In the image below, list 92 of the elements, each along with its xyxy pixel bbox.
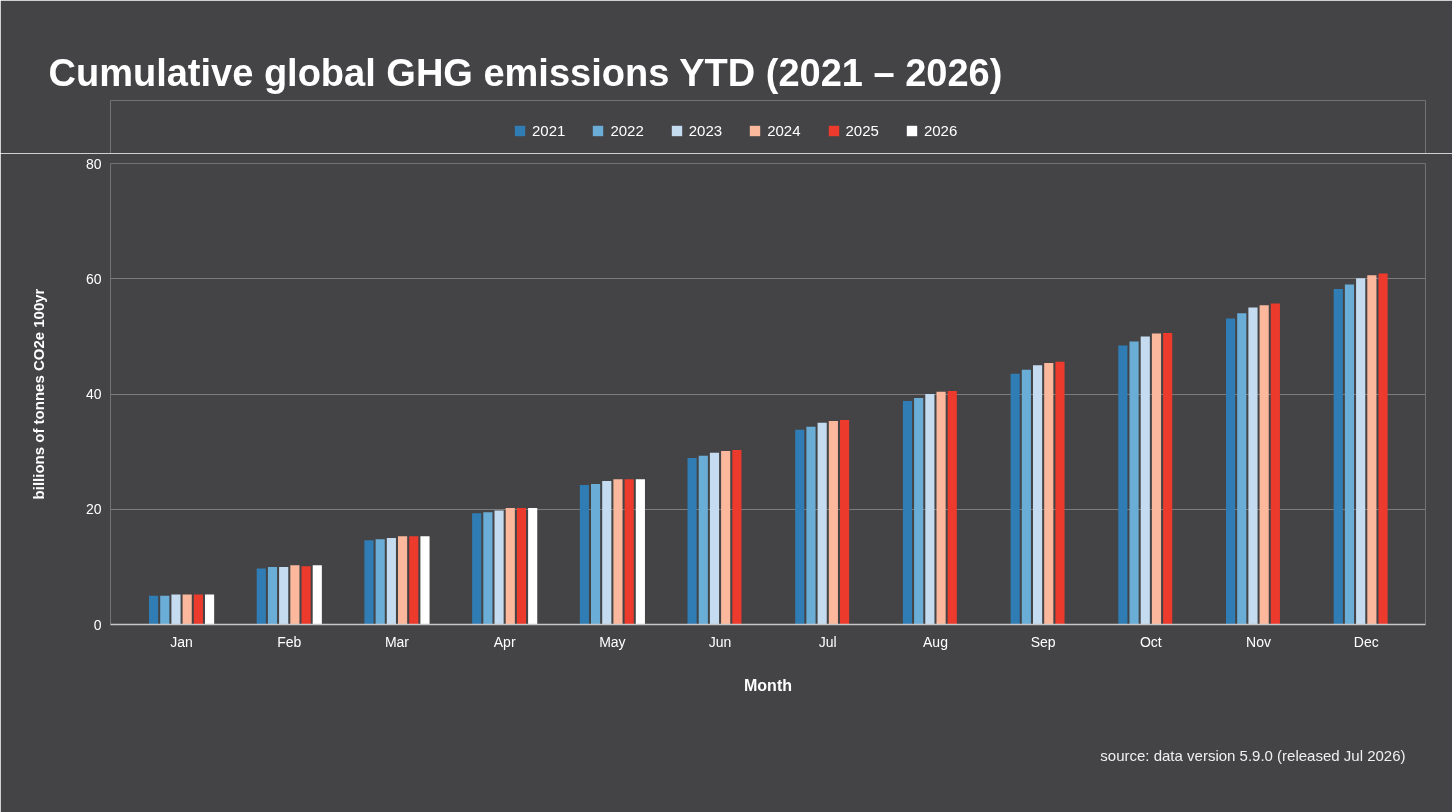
bar xyxy=(914,398,924,625)
x-tick-label: Feb xyxy=(277,633,302,650)
bar xyxy=(902,400,913,625)
legend-label: 2024 xyxy=(767,122,801,139)
bar xyxy=(483,512,493,625)
bar xyxy=(528,508,538,625)
bar xyxy=(602,481,612,625)
x-tick-label: Mar xyxy=(384,633,410,650)
legend-label: 2021 xyxy=(532,122,566,139)
legend-label: 2022 xyxy=(610,122,644,139)
bar xyxy=(279,566,289,625)
x-tick-label: Sep xyxy=(1030,633,1056,650)
bar xyxy=(1344,284,1355,625)
x-tick-label: Nov xyxy=(1246,633,1272,650)
bar xyxy=(472,513,482,625)
bar xyxy=(290,565,300,625)
x-tick-label: Dec xyxy=(1353,633,1379,650)
bar xyxy=(312,565,322,625)
bar xyxy=(375,539,385,625)
bar xyxy=(256,568,266,625)
bar xyxy=(1032,365,1043,625)
source-note: source: data version 5.9.0 (released Jul 2026) xyxy=(1100,747,1406,764)
bar xyxy=(494,510,504,625)
bar xyxy=(420,536,430,625)
bar xyxy=(624,479,634,625)
bar xyxy=(579,485,589,625)
bar xyxy=(709,452,720,625)
bar xyxy=(398,536,408,625)
bar xyxy=(1118,345,1128,625)
bar xyxy=(795,429,805,625)
bar xyxy=(698,455,708,625)
legend-label: 2023 xyxy=(688,122,723,139)
bar xyxy=(925,394,935,625)
bar xyxy=(1163,332,1173,625)
bar xyxy=(193,594,203,625)
bar xyxy=(613,479,623,625)
x-tick-label: Jun xyxy=(708,633,732,650)
bar xyxy=(182,594,192,625)
bar xyxy=(732,449,742,625)
y-tick-label: 20 xyxy=(85,501,102,518)
x-tick-label: Aug xyxy=(923,633,948,650)
bar xyxy=(1237,313,1247,625)
bar xyxy=(1129,341,1139,625)
bar xyxy=(1140,336,1150,625)
bar xyxy=(149,595,159,625)
y-tick-label: 80 xyxy=(85,155,102,172)
x-tick-label: Jan xyxy=(170,633,193,650)
bar xyxy=(635,479,645,625)
bar xyxy=(721,451,731,625)
bar xyxy=(267,566,278,625)
bar xyxy=(947,391,957,625)
bar xyxy=(516,508,527,625)
bar xyxy=(936,391,946,625)
bar xyxy=(840,419,850,625)
bar xyxy=(301,566,311,625)
bar xyxy=(1021,369,1031,625)
bar xyxy=(1248,307,1258,625)
bar xyxy=(409,536,419,625)
bar xyxy=(1333,289,1343,625)
bar xyxy=(1044,362,1054,625)
bar xyxy=(1270,303,1280,625)
bar xyxy=(1151,333,1162,625)
bar xyxy=(505,508,515,625)
bar xyxy=(1259,305,1269,625)
bar xyxy=(806,426,816,625)
bar xyxy=(1225,318,1236,625)
bar xyxy=(205,594,215,625)
bar xyxy=(1378,273,1388,625)
x-tick-label: Apr xyxy=(493,633,516,650)
chart-title: Cumulative global GHG emissions YTD (2021 – 2026) xyxy=(48,51,1003,94)
x-tick-label: Oct xyxy=(1139,633,1162,650)
bar xyxy=(364,540,374,625)
bar xyxy=(591,483,601,625)
bar xyxy=(1055,361,1065,625)
bar xyxy=(1010,373,1020,625)
bar xyxy=(687,457,697,625)
legend-label: 2026 xyxy=(923,122,958,139)
bar xyxy=(171,594,181,625)
y-tick-label: 40 xyxy=(85,386,102,402)
bar xyxy=(160,595,170,625)
bar xyxy=(1356,278,1366,625)
x-axis-title: Month xyxy=(744,676,792,694)
y-axis-title: billions of tonnes CO2e 100yr xyxy=(29,288,47,500)
bar xyxy=(1367,275,1377,625)
x-tick-label: Jul xyxy=(818,633,837,650)
legend-label: 2025 xyxy=(845,122,879,139)
y-tick-label: 60 xyxy=(85,270,102,287)
y-tick-label: 0 xyxy=(93,616,102,633)
bar xyxy=(386,538,396,625)
bar xyxy=(817,422,827,625)
x-tick-label: May xyxy=(599,633,626,650)
bar xyxy=(828,421,838,625)
